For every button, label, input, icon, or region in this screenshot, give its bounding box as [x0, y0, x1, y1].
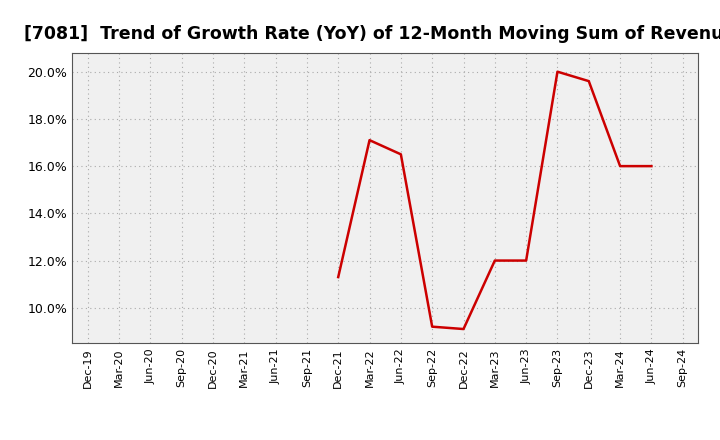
Title: [7081]  Trend of Growth Rate (YoY) of 12-Month Moving Sum of Revenues: [7081] Trend of Growth Rate (YoY) of 12-… [24, 25, 720, 43]
